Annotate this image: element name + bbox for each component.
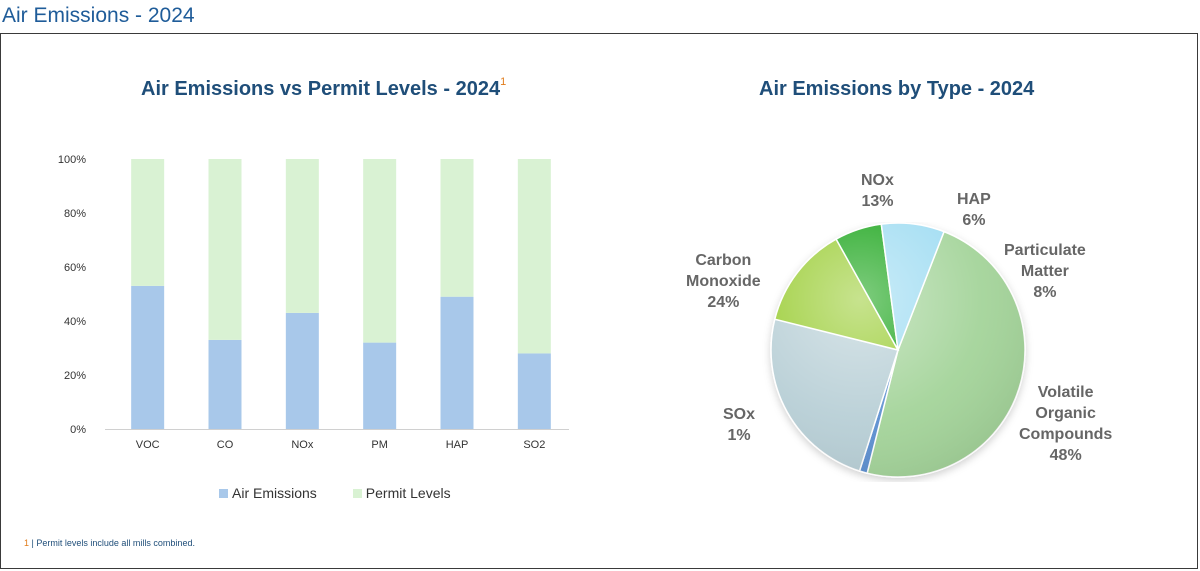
legend-label-air-emissions: Air Emissions xyxy=(232,485,317,501)
pie-label-nox: NOx 13% xyxy=(861,170,894,212)
pie-label-voc-pct: 48% xyxy=(1049,447,1082,464)
pie-label-nox-name: NOx xyxy=(861,172,894,189)
x-tick-label: SO2 xyxy=(523,439,545,451)
bar-chart-title-text: Air Emissions vs Permit Levels - 2024 xyxy=(141,78,501,100)
bar-chart-title: Air Emissions vs Permit Levels - 20241 xyxy=(141,76,507,101)
y-tick-label: 80% xyxy=(64,208,86,220)
legend-air-emissions: Air Emissions xyxy=(219,485,317,501)
pie-label-sox-name: SOx xyxy=(723,406,756,423)
pie-label-pm-name1: Particulate xyxy=(1004,242,1086,259)
bar-so2-permit-levels xyxy=(517,159,551,354)
pie-label-particulate-matter: Particulate Matter 8% xyxy=(1004,240,1086,303)
bar-co-air-emissions xyxy=(208,339,242,429)
pie-chart xyxy=(770,222,1026,478)
pie-label-co-pct: 24% xyxy=(707,294,740,311)
chart-panel: Air Emissions vs Permit Levels - 20241 0… xyxy=(0,33,1198,569)
pie-label-pm-name2: Matter xyxy=(1020,263,1069,280)
footnote-text: Permit levels include all mills combined… xyxy=(36,538,195,548)
legend-swatch-permit-levels xyxy=(352,488,362,498)
bar-hap-air-emissions xyxy=(440,296,474,429)
x-tick-label: HAP xyxy=(446,439,469,451)
y-tick-label: 0% xyxy=(70,424,86,436)
bar-pm-air-emissions xyxy=(363,342,397,429)
legend-permit-levels: Permit Levels xyxy=(352,485,451,501)
pie-label-hap: HAP 6% xyxy=(957,189,991,231)
bar-co-permit-levels xyxy=(208,159,242,340)
bar-pm-permit-levels xyxy=(363,159,397,343)
pie-label-voc-name3: Compounds xyxy=(1019,426,1113,443)
bar-nox-air-emissions xyxy=(285,312,319,429)
x-tick-label: PM xyxy=(371,439,388,451)
pie-label-carbon-monoxide: Carbon Monoxide 24% xyxy=(686,250,761,313)
y-tick-label: 20% xyxy=(64,370,86,382)
bar-so2-air-emissions xyxy=(517,353,551,429)
bar-voc-permit-levels xyxy=(131,159,165,286)
bar-nox-permit-levels xyxy=(285,159,319,313)
x-tick-label: NOx xyxy=(291,439,314,451)
pie-label-hap-pct: 6% xyxy=(962,212,986,229)
pie-chart-title: Air Emissions by Type - 2024 xyxy=(759,78,1035,100)
page-title: Air Emissions - 2024 xyxy=(2,4,195,27)
bar-hap-permit-levels xyxy=(440,159,474,297)
x-tick-label: CO xyxy=(217,439,234,451)
y-tick-label: 60% xyxy=(64,262,86,274)
bar-chart: 0% 20% 40% 60% 80% 100% VOC CO NOx PM HAP SO2 xyxy=(58,154,569,451)
y-tick-label: 40% xyxy=(64,316,86,328)
pie-label-hap-name: HAP xyxy=(957,191,991,208)
bar-voc-air-emissions xyxy=(131,285,165,429)
legend-label-permit-levels: Permit Levels xyxy=(365,485,451,501)
bar-chart-footnote-marker: 1 xyxy=(500,76,507,88)
pie-label-nox-pct: 13% xyxy=(861,193,894,210)
pie-label-voc-name1: Volatile xyxy=(1037,384,1094,401)
pie-label-co-name2: Monoxide xyxy=(686,273,761,290)
legend-swatch-air-emissions xyxy=(219,488,228,498)
pie-label-sox-pct: 1% xyxy=(727,427,751,444)
pie-label-voc-name2: Organic xyxy=(1035,405,1096,422)
pie-label-sox: SOx 1% xyxy=(723,404,755,446)
pie-label-voc: Volatile Organic Compounds 48% xyxy=(1019,382,1112,466)
footnote-number: 1 xyxy=(24,538,30,548)
footnote-separator: | xyxy=(31,538,34,548)
pie-label-co-name1: Carbon xyxy=(695,252,752,269)
footnote: 1 | Permit levels include all mills comb… xyxy=(24,538,195,548)
y-tick-label: 100% xyxy=(58,154,86,166)
pie-label-pm-pct: 8% xyxy=(1033,284,1057,301)
x-tick-label: VOC xyxy=(136,439,160,451)
bar-chart-legend: Air Emissions Permit Levels xyxy=(219,485,451,501)
